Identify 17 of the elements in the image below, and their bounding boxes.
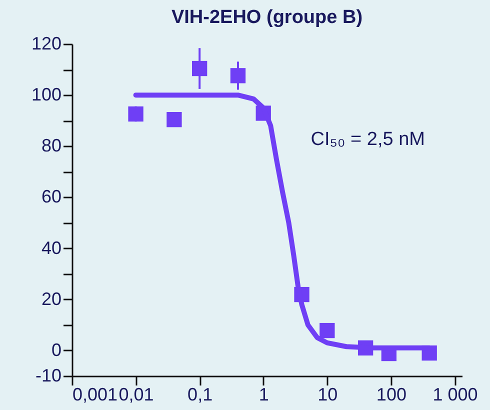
x-tick-label: 0,1 [188,384,213,404]
x-tick-label: 10 [318,384,338,404]
x-tick-label: 100 [376,384,406,404]
x-tick-label: 1 000 [432,384,478,404]
y-tick-label: 20 [41,288,62,309]
y-tick-label: -10 [35,366,62,386]
y-tick-label: 0 [51,340,62,360]
y-tick-label: 120 [31,34,62,54]
y-tick-label: 40 [41,238,62,258]
y-tick-label: 80 [41,136,62,156]
chart-title: VIH-2EHO (groupe B) [171,7,363,28]
annotation: CI₅₀ = 2,5 nM [310,129,425,150]
x-tick-label: 0,01 [118,384,154,404]
x-tick-label: 0,001 [72,384,118,404]
x-tick-label: 1 [258,384,269,404]
y-tick-label: 100 [31,84,62,105]
y-tick-label: 60 [41,186,62,207]
